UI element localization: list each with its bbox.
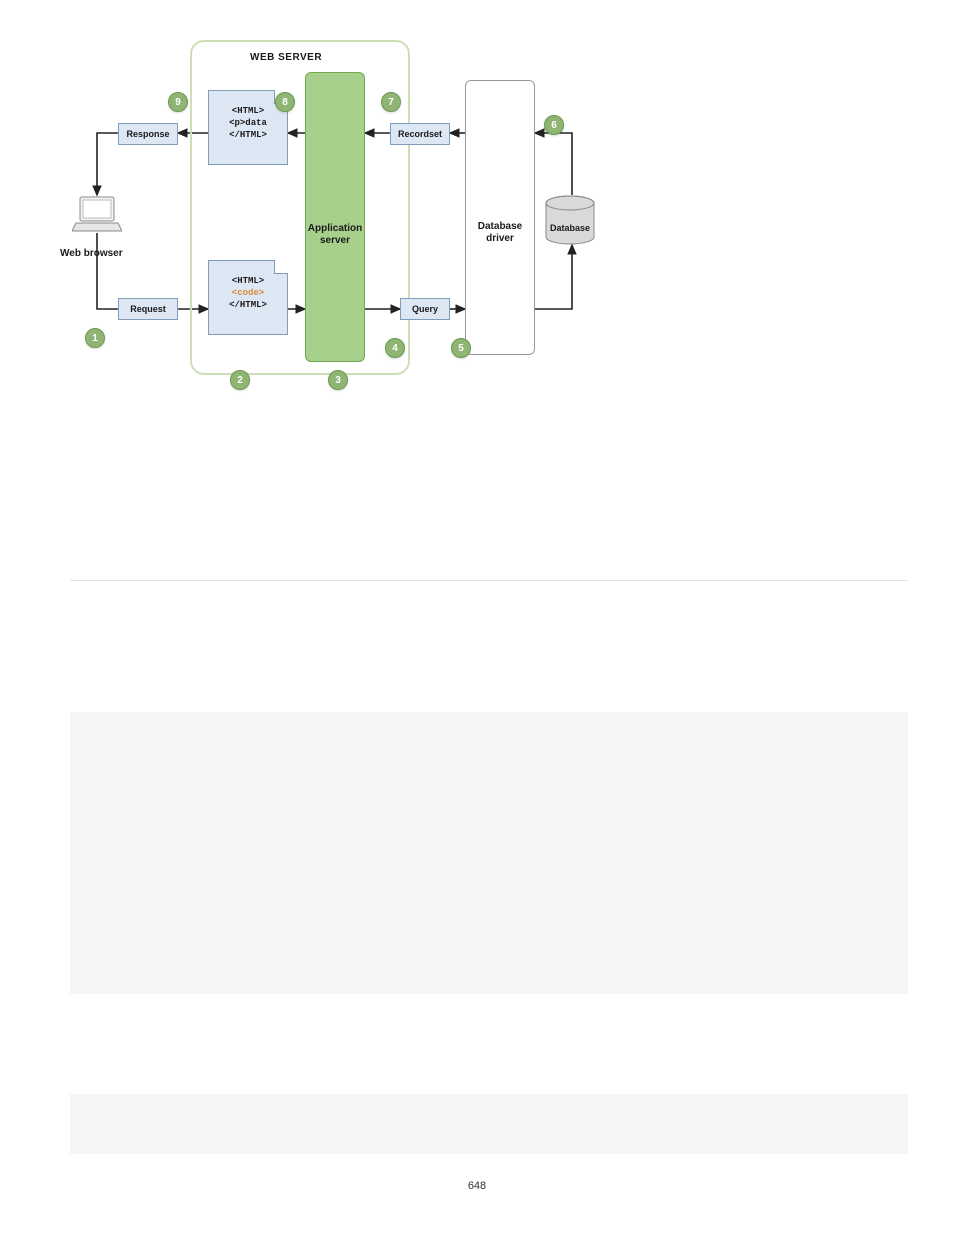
document-page: WEB SERVER Application server Database d… xyxy=(0,0,954,1235)
web-browser-label: Web browser xyxy=(60,248,123,259)
doc-top-line2: <p>data xyxy=(209,117,287,129)
doc-bot-line2: <code> xyxy=(209,287,287,299)
driver-label-2: driver xyxy=(486,233,514,244)
database-driver-node: Database driver xyxy=(465,80,535,355)
doc-bot-line3: </HTML> xyxy=(209,299,287,311)
app-server-label-1: Application xyxy=(308,223,362,234)
recordset-box: Recordset xyxy=(390,123,450,145)
request-label: Request xyxy=(130,304,166,314)
recordset-label: Recordset xyxy=(398,129,442,139)
content-panel-2 xyxy=(70,1094,908,1154)
step-badge-8: 8 xyxy=(275,92,295,112)
step-badge-6: 6 xyxy=(544,115,564,135)
query-label: Query xyxy=(412,304,438,314)
request-box: Request xyxy=(118,298,178,320)
database-node: Database xyxy=(545,195,595,245)
app-server-label-2: server xyxy=(320,235,350,246)
request-document-node: <HTML> <code> </HTML> xyxy=(208,260,288,335)
content-panel-1 xyxy=(70,712,908,994)
laptop-icon xyxy=(72,195,122,233)
step-badge-2: 2 xyxy=(230,370,250,390)
horizontal-rule xyxy=(70,580,908,581)
page-fold-icon xyxy=(274,260,288,274)
page-number: 648 xyxy=(0,1180,954,1192)
driver-label-1: Database xyxy=(478,221,522,232)
step-badge-7: 7 xyxy=(381,92,401,112)
step-badge-3: 3 xyxy=(328,370,348,390)
doc-bot-line1: <HTML> xyxy=(209,275,287,287)
response-label: Response xyxy=(126,129,169,139)
database-label: Database xyxy=(545,223,595,233)
application-server-node: Application server xyxy=(305,72,365,362)
architecture-diagram: WEB SERVER Application server Database d… xyxy=(60,20,620,400)
doc-top-line3: </HTML> xyxy=(209,129,287,141)
database-icon xyxy=(545,195,595,245)
response-box: Response xyxy=(118,123,178,145)
step-badge-1: 1 xyxy=(85,328,105,348)
step-badge-9: 9 xyxy=(168,92,188,112)
step-badge-4: 4 xyxy=(385,338,405,358)
query-box: Query xyxy=(400,298,450,320)
web-server-title: WEB SERVER xyxy=(250,52,322,63)
step-badge-5: 5 xyxy=(451,338,471,358)
